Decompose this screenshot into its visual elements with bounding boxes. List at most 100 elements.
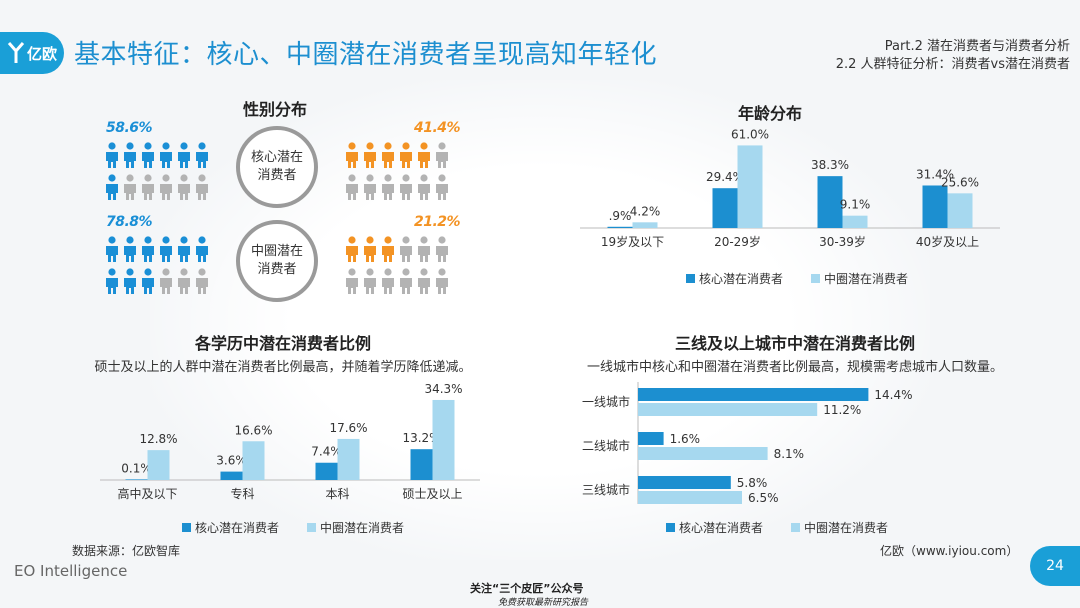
person-icon <box>346 174 358 200</box>
legend-middle-swatch <box>307 523 317 532</box>
middle-bar <box>432 399 455 480</box>
person-icon <box>178 268 190 294</box>
male-pictogram <box>106 236 208 294</box>
middle-bar <box>147 450 170 480</box>
category-label: 一线城市 <box>582 394 630 409</box>
person-icon <box>196 174 208 200</box>
segment-label: 核心潜在消费者 <box>250 150 303 183</box>
core-bar <box>817 176 843 228</box>
person-icon <box>142 268 154 294</box>
core-bar <box>638 476 731 489</box>
age-bar-chart: .9%4.2% 19岁及以下 29.4% 61.0% 20-29岁 38.3% 9.1% 30… <box>580 127 1000 249</box>
male-percent: 58.6% <box>106 120 153 136</box>
footer-note: 关注“三个皮匠”公众号 <box>470 582 584 595</box>
person-icon <box>178 236 190 262</box>
segment-circle: 核心潜在消费者 <box>236 126 318 208</box>
logo-text: 亿欧 <box>26 44 57 63</box>
data-label: 0.1% <box>121 461 152 475</box>
legend-core-swatch <box>666 523 675 532</box>
legend-core-label: 核心潜在消费者 <box>679 521 764 535</box>
core-bar <box>712 188 738 228</box>
person-icon <box>382 142 394 168</box>
person-icon <box>418 268 430 294</box>
city-bar-chart: 14.4% 11.2% 一线城市 1.6% 8.1% 二线城市 5.8%6.5% 三线城市 <box>582 382 913 505</box>
person-icon <box>436 142 448 168</box>
middle-bar <box>947 193 973 228</box>
person-icon <box>124 268 136 294</box>
segment-circle: 中圈潜在消费者 <box>236 220 318 302</box>
page-title: 基本特征：核心、中圈潜在消费者呈现高知年轻化 <box>74 40 658 70</box>
category-label: 19岁及以下 <box>601 234 664 249</box>
data-label: 14.4% <box>874 388 912 402</box>
person-icon <box>364 174 376 200</box>
person-icon <box>418 174 430 200</box>
person-icon <box>106 174 118 200</box>
legend-core-swatch <box>182 523 191 532</box>
legend-core: 核心潜在消费者 <box>666 519 763 536</box>
person-icon <box>436 268 448 294</box>
data-label: 6.5% <box>748 491 779 505</box>
category-label: 本科 <box>325 487 349 501</box>
gender-title: 性别分布 <box>242 100 308 119</box>
data-label: 7.4% <box>311 445 342 459</box>
person-icon <box>364 268 376 294</box>
city-subtitle: 一线城市中核心和中圈潜在消费者比例最高，规模需考虑城市人口数量。 <box>586 360 1004 375</box>
person-icon <box>382 236 394 262</box>
person-icon <box>196 268 208 294</box>
data-label: 3.6% <box>216 454 247 468</box>
person-icon <box>142 142 154 168</box>
city-legend: 核心潜在消费者 中圈潜在消费者 <box>666 519 888 536</box>
data-label: 5.8% <box>737 476 768 490</box>
person-icon <box>196 236 208 262</box>
data-label: 38.3% <box>811 158 849 172</box>
legend-middle-label: 中圈潜在消费者 <box>320 521 405 535</box>
person-icon <box>400 142 412 168</box>
legend-middle-label: 中圈潜在消费者 <box>824 272 909 286</box>
person-icon <box>364 142 376 168</box>
education-bar-chart: 0.1% 12.8% 高中及以下 3.6% 16.6% 专科 7.4% 17.6% 本科 13.2… <box>100 382 480 501</box>
data-label: 12.8% <box>139 432 177 446</box>
legend-core-swatch <box>686 274 695 283</box>
legend-middle-label: 中圈潜在消费者 <box>804 521 889 535</box>
person-icon <box>106 236 118 262</box>
legend-core: 核心潜在消费者 <box>182 519 279 536</box>
person-icon <box>178 174 190 200</box>
data-label: 61.0% <box>731 127 769 141</box>
education-subtitle: 硕士及以上的人群中潜在消费者比例最高，并随着学历降低递减。 <box>94 360 472 375</box>
legend-middle: 中圈潜在消费者 <box>791 519 888 536</box>
legend-middle: 中圈潜在消费者 <box>307 519 404 536</box>
female-pictogram <box>346 142 448 200</box>
core-bar <box>125 479 148 480</box>
core-bar <box>410 449 433 480</box>
segment-label: 中圈潜在消费者 <box>250 244 303 277</box>
data-label: 8.1% <box>774 447 805 461</box>
category-label: 二线城市 <box>582 438 630 453</box>
category-label: 40岁及以上 <box>916 234 979 249</box>
core-bar <box>220 471 243 480</box>
person-icon <box>124 174 136 200</box>
age-title: 年龄分布 <box>737 104 803 123</box>
age-legend: 核心潜在消费者 中圈潜在消费者 <box>686 270 908 287</box>
data-label: 9.1% <box>840 198 871 212</box>
person-icon <box>124 142 136 168</box>
person-icon <box>346 236 358 262</box>
female-percent: 21.2% <box>414 214 461 230</box>
middle-bar <box>638 403 818 416</box>
person-icon <box>346 268 358 294</box>
person-icon <box>160 268 172 294</box>
core-bar <box>638 432 664 445</box>
data-label: 4.2% <box>630 204 661 218</box>
data-label: 16.6% <box>234 423 272 437</box>
data-source: 数据来源：亿欧智库 <box>72 544 181 558</box>
category-label: 高中及以下 <box>117 486 177 501</box>
middle-bar <box>242 441 265 480</box>
legend-middle: 中圈潜在消费者 <box>811 270 908 287</box>
brand-name: EO Intelligence <box>14 562 128 580</box>
middle-bar <box>337 438 360 480</box>
website-link[interactable]: 亿欧（www.iyiou.com） <box>880 544 1019 558</box>
person-icon <box>160 174 172 200</box>
person-icon <box>436 174 448 200</box>
data-label: 25.6% <box>941 175 979 189</box>
male-percent: 78.8% <box>106 214 153 230</box>
person-icon <box>436 236 448 262</box>
